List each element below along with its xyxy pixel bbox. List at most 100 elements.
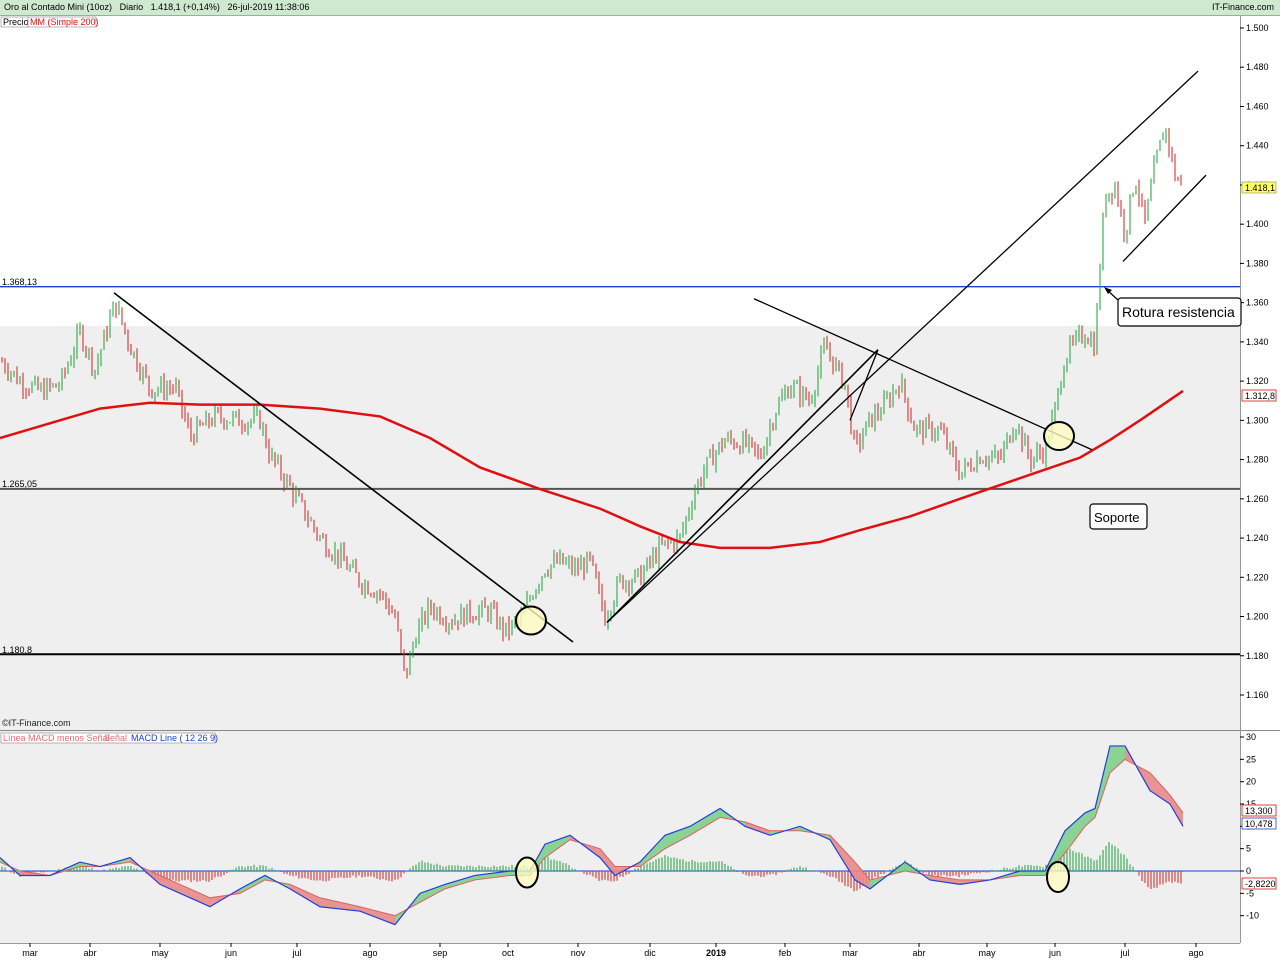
highlight-circle-0 (515, 605, 547, 636)
period-label: Diario (119, 2, 144, 12)
macd-signal-fill (160, 875, 180, 894)
macd-signal-fill (745, 821, 770, 836)
x-tick-label: nov (571, 948, 586, 958)
macd-signal-fill (1085, 808, 1095, 827)
x-tick-label: abr (83, 948, 96, 958)
legend-macd-line: MACD Line ( 12 26 9) (131, 733, 218, 743)
ma-value-tag: 1.312,8 (1241, 389, 1277, 402)
trendline-1 (606, 349, 879, 623)
macd-tick-label: 0 (1246, 866, 1251, 876)
x-tick-label: sep (433, 948, 448, 958)
macd-tick-label: 30 (1246, 732, 1256, 742)
price-tick-label: 1.240 (1246, 533, 1269, 543)
annotation-support: Soporte (1089, 503, 1148, 530)
highlight-circle-1 (1043, 421, 1075, 452)
trendline-3 (606, 70, 1199, 623)
x-tick-label: feb (779, 948, 792, 958)
x-tick-label: ago (1188, 948, 1203, 958)
price-tick-label: 1.460 (1246, 101, 1269, 111)
price-tick-label: 1.400 (1246, 219, 1269, 229)
macd-signal-fill (445, 875, 475, 889)
instrument-title: Oro al Contado Mini (10oz) Diario 1.418,… (4, 0, 309, 15)
price-tick-label: 1.300 (1246, 415, 1269, 425)
x-tick-label: mar (842, 948, 858, 958)
macd-panel (0, 731, 1240, 943)
x-tick-label: jul (291, 948, 301, 958)
signal-value-text: 13,300 (1245, 806, 1273, 816)
hist-value-text: -2,8220 (1245, 879, 1276, 889)
legend-price: Precio (3, 17, 29, 27)
macd-signal-fill (690, 808, 720, 836)
macd-signal-fill (600, 848, 615, 876)
price-tick-label: 1.360 (1246, 298, 1269, 308)
price-tick-label: 1.220 (1246, 572, 1269, 582)
macd-tick-label: -10 (1246, 911, 1259, 921)
legend-ma200: MM (Simple 200) (30, 17, 99, 27)
macd-signal-fill (1150, 772, 1170, 804)
level-label-resistance: 1.368,13 (2, 277, 37, 287)
macd-signal-fill (290, 884, 320, 907)
hist-value-tag: -2,8220 (1241, 877, 1277, 890)
annotation-support-text: Soporte (1094, 510, 1140, 525)
ma-value-text: 1.312,8 (1245, 391, 1275, 401)
trendline-0 (113, 292, 574, 643)
trendline-5 (849, 349, 879, 421)
price-tick-label: 1.480 (1246, 62, 1269, 72)
last-price-tag: 1.418,1 (1241, 181, 1277, 194)
macd-signal-fill (930, 875, 960, 885)
macd-signal-fill (1170, 795, 1183, 827)
macd-signal-fill (180, 884, 210, 907)
legend-macd-hist: Línea MACD menos Señal (3, 733, 110, 743)
price-tick-label: 1.260 (1246, 494, 1269, 504)
macd-signal-fill (420, 884, 445, 903)
timestamp-label: 26-jul-2019 11:38:06 (227, 2, 310, 12)
macd-signal-fill (475, 871, 510, 880)
price-tick-label: 1.380 (1246, 258, 1269, 268)
x-tick-label: 2019 (706, 948, 726, 958)
price-tick-label: 1.340 (1246, 337, 1269, 347)
x-tick-label: dic (644, 948, 656, 958)
annotation-breakout-text: Rotura resistencia (1122, 304, 1235, 320)
provider-label: IT-Finance.com (1211, 2, 1274, 12)
price-tick-label: 1.180 (1246, 651, 1269, 661)
price-layer (0, 70, 1240, 679)
macd-tick-label: 5 (1246, 844, 1251, 854)
macd-value-tag: 10,478 (1241, 817, 1277, 830)
macd-tick-label: 20 (1246, 777, 1256, 787)
price-tick-label: 1.440 (1246, 141, 1269, 151)
macd-signal-fill (360, 906, 395, 925)
last-price-text: 1.418,1 (1245, 183, 1275, 193)
price-tick-label: 1.280 (1246, 455, 1269, 465)
x-tick-label: may (151, 948, 169, 958)
macd-signal-fill (665, 826, 690, 849)
macd-signal-fill (1020, 871, 1045, 876)
trendline-4 (1122, 174, 1207, 262)
x-tick-label: mar (22, 948, 38, 958)
signal-value-tag: 13,300 (1241, 804, 1277, 817)
instrument-name: Oro al Contado Mini (10oz) (4, 2, 113, 12)
quote-label: 1.418,1 (+0,14%) (150, 2, 220, 12)
level-label-support: 1.265,05 (2, 479, 37, 489)
macd-highlight-circle-0 (515, 856, 539, 889)
macd-highlight-circle-1 (1046, 861, 1070, 893)
x-tick-label: ago (362, 948, 377, 958)
macd-value-text: 10,478 (1245, 819, 1273, 829)
macd-signal-fill (640, 835, 665, 867)
price-tick-label: 1.160 (1246, 690, 1269, 700)
macd-line (0, 745, 1184, 926)
legend-signal: Señal (104, 733, 127, 743)
x-tick-label: abr (912, 948, 925, 958)
level-label-low: 1.180,8 (2, 645, 32, 655)
macd-signal-fill (1065, 812, 1085, 854)
x-tick-label: jul (1119, 948, 1129, 958)
macd-tick-label: 15 (1246, 799, 1256, 809)
support-zone (0, 326, 1240, 730)
macd-tick-label: -5 (1246, 888, 1254, 898)
x-tick-label: jun (1048, 948, 1061, 958)
x-tick-label: oct (502, 948, 515, 958)
macd-signal-fill (240, 875, 265, 894)
price-legend: Precio MM (Simple 200) (0, 16, 99, 28)
trendline-2 (753, 298, 1093, 451)
price-tick-label: 1.320 (1246, 376, 1269, 386)
